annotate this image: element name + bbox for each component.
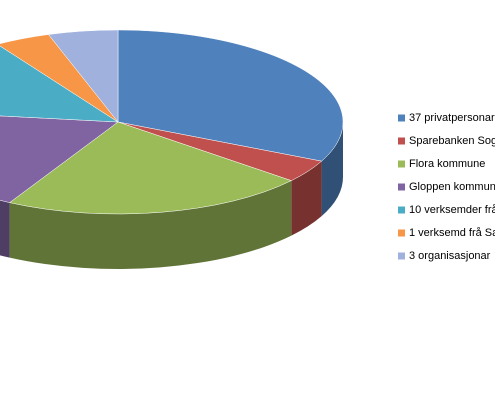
slice (48, 29, 119, 123)
legend-swatch (398, 160, 405, 168)
legend-label: 10 verksemder frå (409, 204, 495, 216)
legend-swatch (398, 183, 405, 191)
legend-swatch (398, 206, 405, 214)
legend-label: Sparebanken Sogn (409, 135, 495, 147)
legend-swatch (398, 229, 405, 237)
slice-side (291, 161, 322, 236)
legend-label: 37 privatpersonar (409, 112, 495, 124)
legend-label: 3 organisasjonar (409, 250, 491, 262)
legend-label: Gloppen kommune (409, 181, 495, 193)
slice (9, 121, 293, 215)
slice (117, 29, 344, 162)
legend-swatch (398, 137, 405, 145)
slice (0, 45, 119, 123)
slice-side (0, 200, 10, 258)
slice (0, 115, 119, 203)
legend-swatch (398, 114, 405, 122)
legend-label: 1 verksemd frå Sar (409, 227, 495, 239)
slice-side (321, 122, 343, 217)
slice-side (9, 180, 292, 269)
legend-swatch (398, 252, 405, 260)
legend-label: Flora kommune (409, 158, 485, 170)
